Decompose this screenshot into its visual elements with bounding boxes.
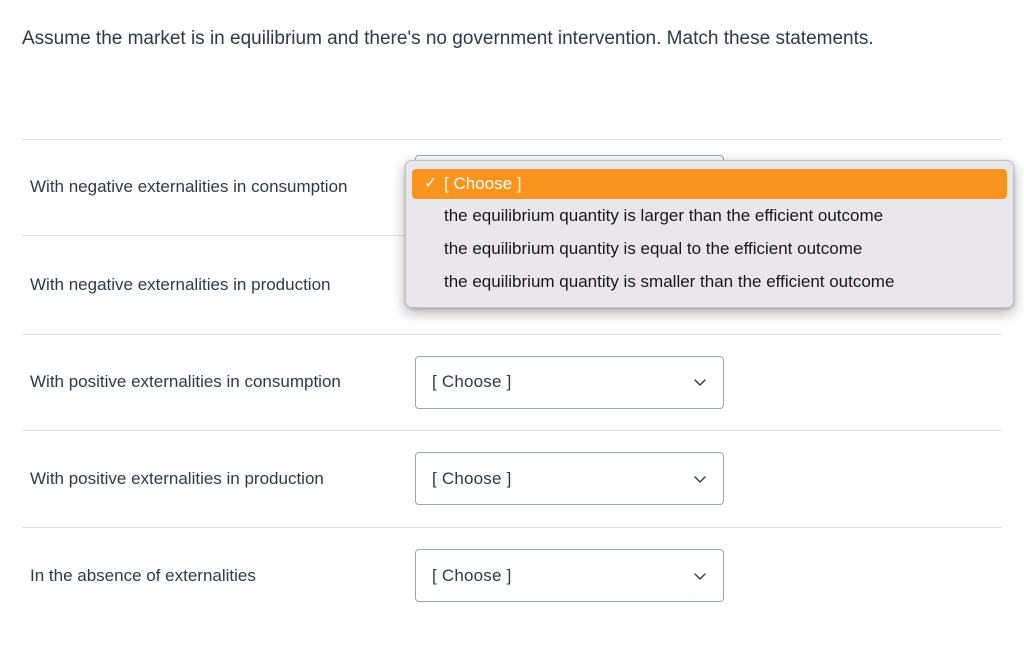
select-value: [ Choose ]	[432, 372, 512, 391]
table-row: With negative externalities in consumpti…	[0, 139, 1024, 235]
select-value: [ Choose ]	[432, 468, 512, 488]
select-value: [ Choose ]	[432, 565, 512, 585]
row-divider	[22, 527, 1002, 528]
question-prompt: Assume the market is in equilibrium and …	[22, 28, 874, 49]
row-answer-slot: [ Choose ]	[392, 549, 1024, 602]
row-label: In the absence of externalities	[30, 565, 256, 585]
row-divider	[22, 139, 1002, 140]
row-answer-slot: [ Choose ]	[392, 452, 1024, 505]
row-label: With positive externalities in productio…	[30, 468, 324, 488]
row-label: With negative externalities in consumpti…	[30, 177, 348, 196]
chevron-down-icon	[692, 374, 708, 390]
chevron-down-icon	[692, 471, 708, 487]
row-label: With positive externalities in consumpti…	[30, 372, 341, 391]
table-row: In the absence of externalities [ Choose…	[0, 527, 1024, 624]
row-divider	[22, 334, 1002, 335]
answer-select-1-dropdown: ✓ [ Choose ] the equilibrium quantity is…	[405, 160, 1014, 308]
dropdown-option-3[interactable]: the equilibrium quantity is smaller than…	[406, 265, 1013, 298]
dropdown-panel: ✓ [ Choose ] the equilibrium quantity is…	[405, 160, 1014, 308]
row-divider	[22, 430, 1002, 431]
dropdown-option-label: the equilibrium quantity is larger than …	[444, 205, 884, 225]
table-row: With positive externalities in productio…	[0, 430, 1024, 527]
dropdown-option-0[interactable]: ✓ [ Choose ]	[412, 169, 1007, 199]
dropdown-option-2[interactable]: the equilibrium quantity is equal to the…	[406, 232, 1013, 265]
dropdown-option-label: the equilibrium quantity is smaller than…	[444, 271, 895, 291]
row-answer-slot: [ Choose ]	[392, 355, 1024, 409]
answer-select-3[interactable]: [ Choose ]	[415, 355, 724, 409]
answer-select-5[interactable]: [ Choose ]	[415, 549, 724, 602]
row-label: With negative externalities in productio…	[30, 274, 331, 294]
dropdown-option-1[interactable]: the equilibrium quantity is larger than …	[406, 199, 1013, 232]
answer-select-4[interactable]: [ Choose ]	[415, 452, 724, 505]
dropdown-option-label: [ Choose ]	[444, 174, 522, 193]
chevron-down-icon	[692, 568, 708, 584]
table-row: With positive externalities in consumpti…	[0, 334, 1024, 430]
dropdown-option-label: the equilibrium quantity is equal to the…	[444, 238, 863, 258]
check-icon: ✓	[424, 175, 438, 192]
table-row: With negative externalities in productio…	[0, 235, 1024, 334]
